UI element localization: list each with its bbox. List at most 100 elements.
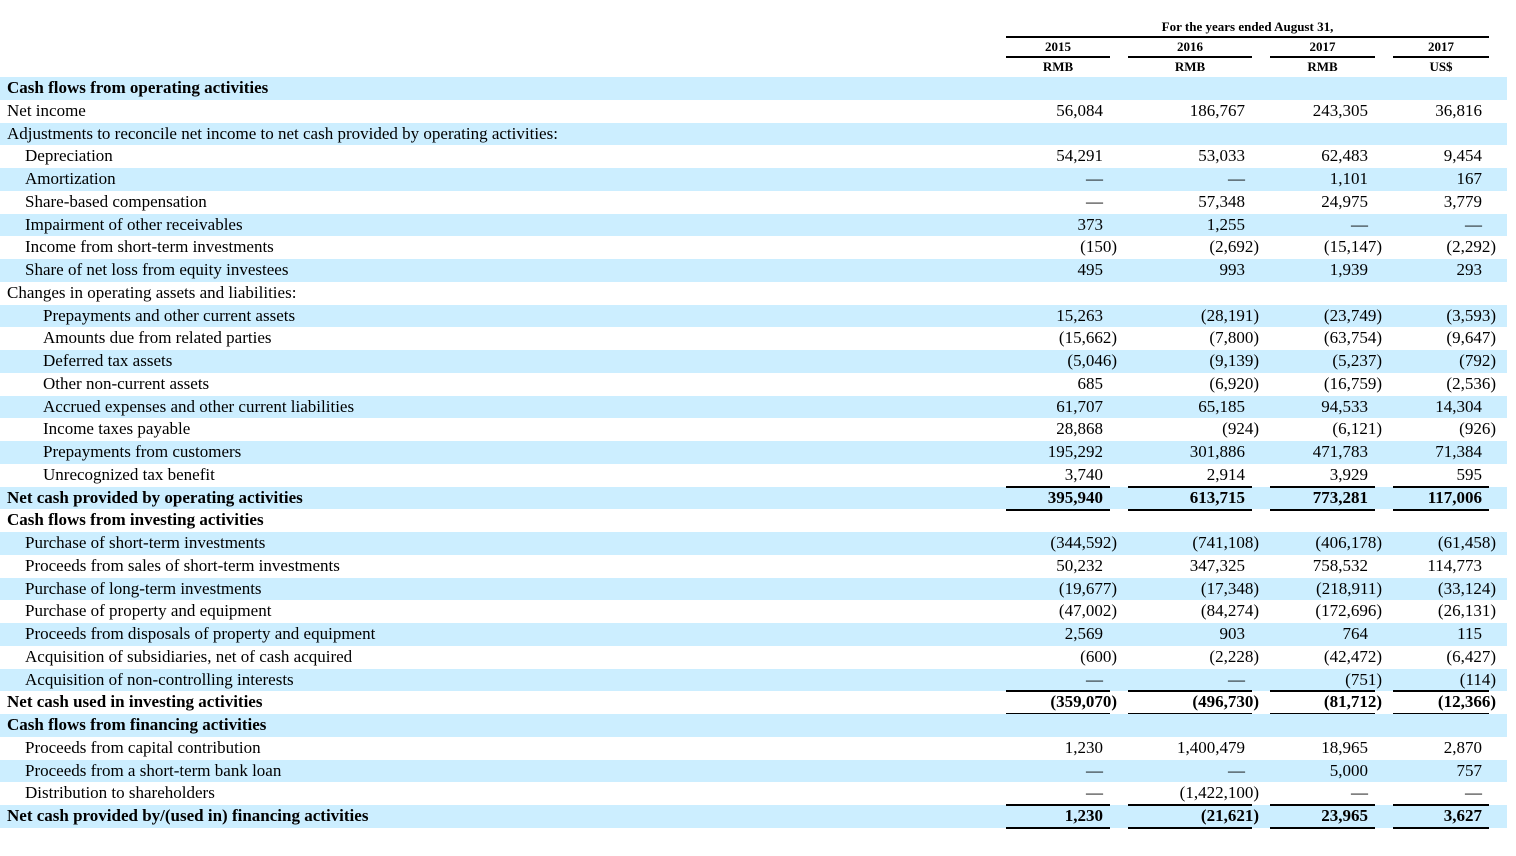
- table-row: Purchase of long-term investments (19,677…: [0, 577, 1507, 601]
- table-row: Proceeds from disposals of property and …: [0, 623, 1507, 646]
- row-value: (2,692): [1209, 237, 1259, 257]
- table-row: Cash flows from operating activities: [0, 77, 1507, 100]
- row-value: (359,070): [1050, 692, 1117, 712]
- row-value: 56,084: [1056, 100, 1103, 120]
- row-label: Adjustments to reconcile net income to n…: [7, 123, 558, 143]
- row-label: Accrued expenses and other current liabi…: [43, 396, 355, 416]
- row-value: (150): [1080, 237, 1117, 257]
- row-label: Impairment of other receivables: [25, 214, 243, 234]
- period-label: For the years ended August 31,: [1161, 19, 1334, 34]
- table-row: Prepayments from customers 195,292 301,886…: [0, 441, 1507, 464]
- row-value: —: [1228, 169, 1245, 188]
- row-value: 5,000: [1329, 760, 1368, 780]
- row-label: Cash flows from operating activities: [7, 78, 269, 97]
- row-value: 993: [1219, 260, 1246, 279]
- row-value: —: [1086, 169, 1103, 188]
- row-label: Amortization: [25, 169, 116, 188]
- table-row: Acquisition of subsidiaries, net of cash…: [0, 646, 1507, 669]
- row-value: 347,325: [1189, 555, 1245, 575]
- table-row: Proceeds from a short-term bank loan — — 5,…: [0, 759, 1507, 783]
- row-value: 903: [1219, 624, 1246, 643]
- row-value: (42,472): [1323, 646, 1382, 666]
- total-rule: [1006, 508, 1110, 511]
- total-rule: [1128, 827, 1252, 829]
- row-value: 61,707: [1056, 396, 1103, 416]
- table-row: Income taxes payable 28,868 (924) (6,121) (9…: [0, 418, 1507, 441]
- row-value: (741,108): [1192, 533, 1259, 552]
- row-value: —: [1086, 191, 1103, 211]
- column-currency: RMB: [1042, 59, 1074, 74]
- table-row: Adjustments to reconcile net income to n…: [0, 122, 1507, 146]
- row-value: 14,304: [1435, 396, 1482, 416]
- row-value: 23,965: [1321, 806, 1368, 825]
- table-row: Proceeds from capital contribution 1,230 1…: [0, 737, 1507, 760]
- row-value: (23,749): [1323, 305, 1382, 325]
- year-rule: [1270, 56, 1375, 58]
- row-label: Deferred tax assets: [43, 351, 173, 370]
- row-value: 36,816: [1435, 100, 1482, 120]
- table-row: Income from short-term investments (150) (…: [0, 236, 1507, 259]
- table-row: Unrecognized tax benefit 3,740 2,914 3,929 5…: [0, 464, 1507, 487]
- row-value: —: [1228, 760, 1245, 780]
- row-value: (2,292): [1446, 237, 1496, 257]
- column-year: 2015: [1045, 39, 1071, 54]
- row-label: Other non-current assets: [43, 373, 210, 393]
- row-value: 685: [1077, 373, 1104, 393]
- row-value: 1,255: [1206, 214, 1245, 234]
- row-value: (926): [1459, 419, 1496, 439]
- row-label: Net cash provided by operating activitie…: [7, 487, 303, 507]
- row-value: 613,715: [1189, 487, 1245, 507]
- subtotal-rule: [1128, 485, 1252, 488]
- row-value: 773,281: [1312, 487, 1368, 507]
- row-value: 28,868: [1056, 419, 1103, 439]
- row-label: Net income: [7, 100, 86, 120]
- subtotal-rule: [1393, 804, 1489, 806]
- table-row: Net cash provided by operating activitie…: [0, 485, 1507, 511]
- row-value: (6,121): [1332, 419, 1382, 439]
- subtotal-rule: [1128, 804, 1252, 806]
- row-value: —: [1465, 214, 1482, 234]
- row-label: Unrecognized tax benefit: [43, 464, 215, 484]
- row-label: Proceeds from capital contribution: [25, 737, 261, 757]
- subtotal-rule: [1006, 690, 1110, 693]
- table-row: Impairment of other receivables 373 1,255 —…: [0, 213, 1507, 237]
- row-value: —: [1228, 669, 1245, 689]
- row-value: (26,131): [1437, 601, 1496, 621]
- row-value: 1,400,479: [1177, 737, 1245, 757]
- row-value: 3,740: [1064, 464, 1103, 484]
- row-value: 54,291: [1056, 146, 1103, 166]
- table-row: Depreciation 54,291 53,033 62,483 9,454: [0, 145, 1507, 168]
- row-value: 3,627: [1443, 806, 1482, 825]
- row-value: 50,232: [1056, 555, 1103, 575]
- row-value: (1,422,100): [1179, 783, 1259, 803]
- subtotal-rule: [1270, 690, 1375, 693]
- row-label: Income from short-term investments: [25, 237, 274, 257]
- table-row: Distribution to shareholders — (1,422,100)…: [0, 782, 1507, 805]
- table-row: Amounts due from related parties (15,662)…: [0, 327, 1507, 350]
- column-year: 2016: [1177, 39, 1203, 54]
- column-year: 2017: [1309, 39, 1336, 54]
- row-value: 757: [1456, 760, 1483, 780]
- row-value: (15,147): [1323, 237, 1382, 257]
- table-row: Accrued expenses and other current liabi…: [0, 395, 1507, 419]
- row-value: (17,348): [1200, 578, 1259, 598]
- row-label: Share-based compensation: [25, 191, 207, 211]
- row-value: (63,754): [1323, 328, 1382, 348]
- row-value: 495: [1077, 260, 1104, 279]
- table-row: Acquisition of non-controlling interests…: [0, 668, 1507, 692]
- row-value: —: [1086, 760, 1103, 780]
- row-value: 243,305: [1312, 100, 1368, 120]
- row-value: (33,124): [1437, 578, 1496, 598]
- year-rule: [1393, 56, 1489, 58]
- table-row: Net cash provided by/(used in) financing…: [0, 804, 1507, 829]
- row-value: (792): [1459, 351, 1496, 370]
- row-value: —: [1465, 783, 1482, 803]
- header-rule: [1006, 36, 1489, 38]
- row-value: 3,779: [1443, 191, 1482, 211]
- row-label: Income taxes payable: [43, 419, 191, 439]
- row-value: 595: [1456, 464, 1483, 484]
- subtotal-rule: [1128, 690, 1252, 693]
- row-value: 2,870: [1443, 737, 1482, 757]
- row-value: (344,592): [1050, 533, 1117, 552]
- table-row: Other non-current assets 685 (6,920) (16,75…: [0, 373, 1507, 396]
